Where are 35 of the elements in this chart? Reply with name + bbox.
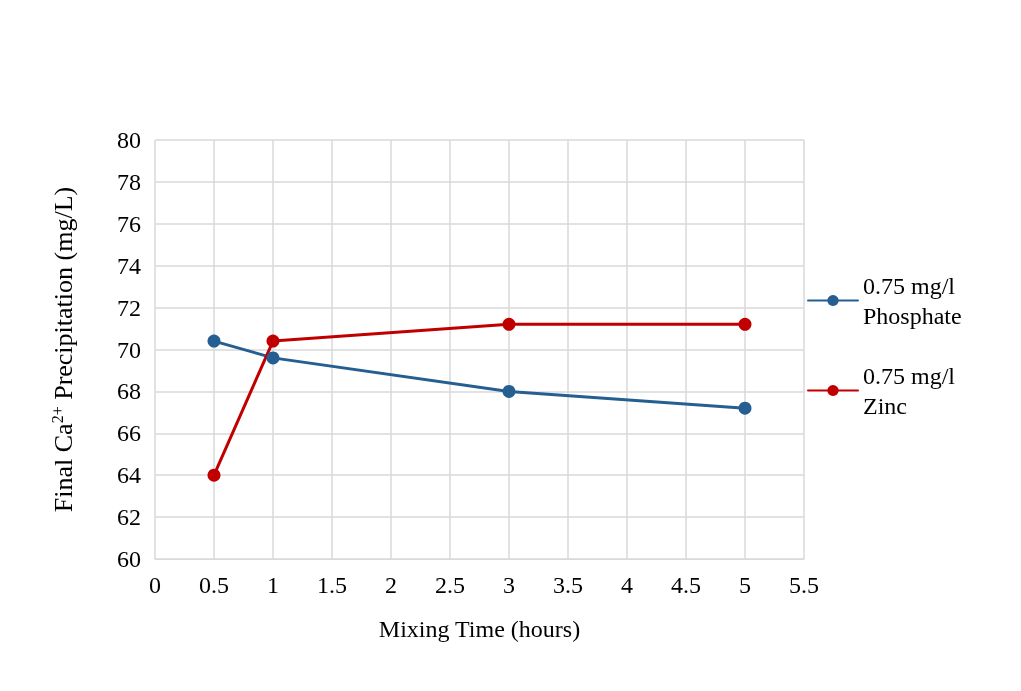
y-tick-label: 78 bbox=[117, 168, 141, 195]
x-tick-label: 4 bbox=[621, 572, 633, 598]
point bbox=[266, 351, 280, 365]
x-tick-label: 4.5 bbox=[671, 572, 701, 598]
y-tick-label: 72 bbox=[117, 294, 141, 321]
point bbox=[502, 317, 516, 331]
y-tick-label: 64 bbox=[117, 462, 141, 489]
y-tick-label: 68 bbox=[117, 378, 141, 405]
x-tick-label: 1 bbox=[267, 572, 279, 598]
x-tick-label: 2 bbox=[385, 572, 397, 598]
x-tick-label: 1.5 bbox=[317, 572, 347, 598]
y-tick-label: 76 bbox=[117, 210, 141, 237]
y-tick-label: 62 bbox=[117, 504, 141, 531]
point bbox=[207, 468, 221, 482]
y-tick-label: 80 bbox=[117, 127, 141, 153]
point bbox=[738, 317, 752, 331]
y-axis-title: Final Ca2+ Precipitation (mg/L) bbox=[48, 186, 78, 513]
point bbox=[266, 334, 280, 348]
point bbox=[738, 401, 752, 415]
x-tick-label: 3 bbox=[503, 572, 515, 598]
point bbox=[502, 384, 516, 398]
y-tick-label: 70 bbox=[117, 336, 141, 363]
point bbox=[207, 334, 221, 348]
x-tick-label: 0.5 bbox=[199, 572, 229, 598]
y-tick-label: 66 bbox=[117, 420, 141, 447]
y-tick-label: 74 bbox=[117, 252, 141, 279]
x-tick-label: 0 bbox=[149, 572, 161, 598]
legend-label: 0.75 mg/l Phosphate bbox=[863, 272, 962, 329]
legend-label: 0.75 mg/l Zinc bbox=[863, 362, 962, 419]
x-axis-title: Mixing Time (hours) bbox=[378, 616, 581, 642]
x-tick-label: 5.5 bbox=[789, 572, 819, 598]
x-tick-label: 2.5 bbox=[435, 572, 465, 598]
x-tick-label: 3.5 bbox=[553, 572, 583, 598]
y-tick-label: 60 bbox=[117, 546, 141, 572]
x-tick-label: 5 bbox=[739, 572, 751, 598]
